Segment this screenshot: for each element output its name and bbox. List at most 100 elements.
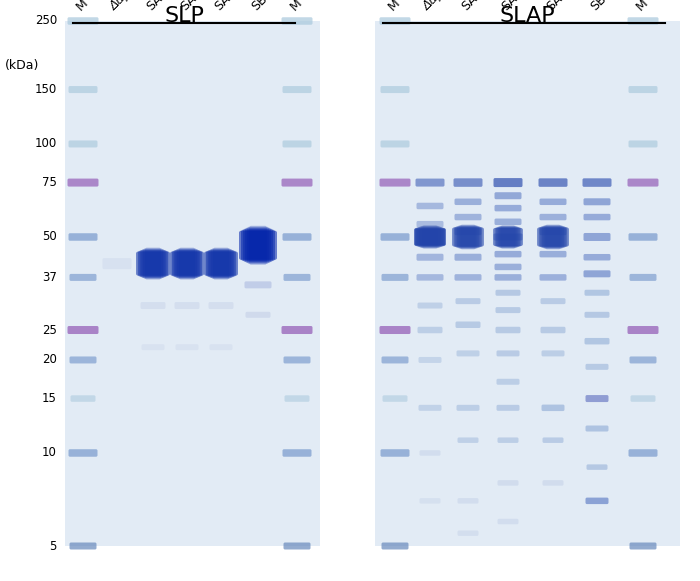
FancyBboxPatch shape	[69, 141, 97, 148]
FancyBboxPatch shape	[494, 264, 522, 270]
Text: 100: 100	[35, 138, 57, 150]
FancyBboxPatch shape	[540, 199, 566, 205]
FancyBboxPatch shape	[281, 17, 312, 25]
FancyBboxPatch shape	[416, 221, 444, 227]
FancyBboxPatch shape	[144, 249, 163, 279]
FancyBboxPatch shape	[584, 214, 610, 220]
Text: SAr1: SAr1	[144, 0, 174, 13]
FancyBboxPatch shape	[379, 178, 410, 187]
FancyBboxPatch shape	[422, 225, 438, 249]
FancyBboxPatch shape	[416, 178, 444, 187]
FancyBboxPatch shape	[494, 251, 522, 257]
FancyBboxPatch shape	[243, 229, 273, 262]
FancyBboxPatch shape	[540, 298, 566, 304]
FancyBboxPatch shape	[585, 395, 608, 402]
Text: 25: 25	[42, 324, 57, 336]
FancyBboxPatch shape	[542, 437, 564, 443]
Text: SAr1: SAr1	[458, 0, 489, 13]
FancyBboxPatch shape	[176, 344, 199, 350]
FancyBboxPatch shape	[494, 192, 522, 199]
FancyBboxPatch shape	[540, 274, 566, 281]
FancyBboxPatch shape	[627, 178, 659, 187]
FancyBboxPatch shape	[284, 357, 311, 364]
FancyBboxPatch shape	[281, 178, 312, 187]
FancyBboxPatch shape	[537, 228, 569, 246]
FancyBboxPatch shape	[540, 226, 566, 248]
FancyBboxPatch shape	[631, 395, 655, 402]
FancyBboxPatch shape	[381, 449, 409, 457]
FancyBboxPatch shape	[584, 233, 610, 241]
FancyBboxPatch shape	[209, 249, 232, 278]
FancyBboxPatch shape	[69, 357, 97, 364]
FancyBboxPatch shape	[141, 249, 164, 278]
Text: 5: 5	[50, 540, 57, 553]
FancyBboxPatch shape	[138, 251, 168, 277]
FancyBboxPatch shape	[206, 251, 236, 277]
FancyBboxPatch shape	[145, 248, 161, 279]
FancyBboxPatch shape	[629, 233, 657, 241]
FancyBboxPatch shape	[382, 357, 409, 364]
FancyBboxPatch shape	[69, 449, 97, 457]
FancyBboxPatch shape	[177, 249, 197, 279]
FancyBboxPatch shape	[582, 178, 612, 187]
FancyBboxPatch shape	[246, 312, 270, 318]
Text: 37: 37	[42, 271, 57, 284]
FancyBboxPatch shape	[494, 274, 522, 281]
Text: Δupp: Δupp	[108, 0, 140, 13]
FancyBboxPatch shape	[284, 543, 311, 550]
FancyBboxPatch shape	[454, 227, 482, 247]
FancyBboxPatch shape	[204, 252, 238, 275]
FancyBboxPatch shape	[461, 224, 475, 249]
Text: SLAP: SLAP	[500, 6, 555, 26]
Text: 75: 75	[42, 176, 57, 189]
FancyBboxPatch shape	[540, 228, 566, 235]
FancyBboxPatch shape	[629, 86, 657, 93]
FancyBboxPatch shape	[139, 250, 167, 277]
FancyBboxPatch shape	[419, 227, 441, 248]
FancyBboxPatch shape	[454, 254, 482, 261]
FancyBboxPatch shape	[542, 480, 564, 486]
FancyBboxPatch shape	[417, 327, 442, 333]
FancyBboxPatch shape	[456, 350, 480, 356]
FancyBboxPatch shape	[283, 233, 312, 241]
FancyBboxPatch shape	[542, 404, 564, 411]
FancyBboxPatch shape	[283, 449, 312, 457]
FancyBboxPatch shape	[416, 227, 444, 246]
FancyBboxPatch shape	[416, 254, 444, 261]
Text: 250: 250	[35, 15, 57, 27]
FancyBboxPatch shape	[419, 450, 440, 456]
FancyBboxPatch shape	[379, 17, 410, 25]
FancyBboxPatch shape	[456, 298, 480, 304]
Text: M: M	[634, 0, 650, 13]
FancyBboxPatch shape	[585, 497, 608, 504]
Text: SAr2: SAr2	[499, 0, 529, 13]
Text: SAr4: SAr4	[212, 0, 242, 13]
Text: SB3: SB3	[248, 0, 275, 13]
Text: M: M	[288, 0, 304, 13]
FancyBboxPatch shape	[454, 178, 482, 187]
FancyBboxPatch shape	[456, 405, 480, 411]
FancyBboxPatch shape	[496, 227, 520, 247]
Text: SAr2: SAr2	[178, 0, 208, 13]
FancyBboxPatch shape	[284, 395, 309, 402]
FancyBboxPatch shape	[496, 327, 521, 333]
FancyBboxPatch shape	[584, 198, 610, 205]
FancyBboxPatch shape	[416, 203, 444, 209]
FancyBboxPatch shape	[458, 437, 479, 443]
FancyBboxPatch shape	[458, 530, 479, 536]
FancyBboxPatch shape	[421, 226, 440, 248]
FancyBboxPatch shape	[539, 227, 567, 247]
FancyBboxPatch shape	[454, 274, 482, 281]
FancyBboxPatch shape	[494, 205, 522, 211]
FancyBboxPatch shape	[136, 252, 170, 275]
FancyBboxPatch shape	[211, 249, 231, 279]
FancyBboxPatch shape	[381, 233, 409, 241]
FancyBboxPatch shape	[382, 395, 407, 402]
FancyBboxPatch shape	[494, 178, 522, 187]
FancyBboxPatch shape	[458, 225, 477, 249]
FancyBboxPatch shape	[584, 270, 610, 277]
FancyBboxPatch shape	[495, 227, 522, 246]
FancyBboxPatch shape	[69, 233, 97, 241]
FancyBboxPatch shape	[208, 250, 234, 277]
FancyBboxPatch shape	[419, 498, 440, 504]
